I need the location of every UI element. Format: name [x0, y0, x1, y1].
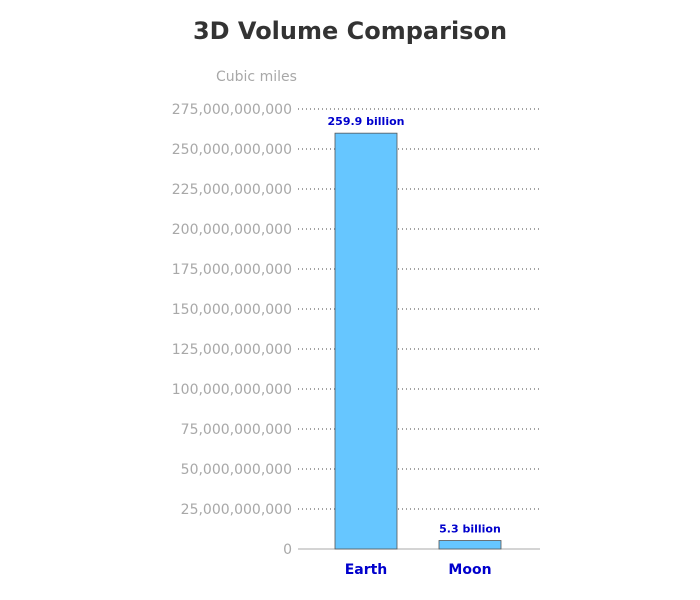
- y-tick-label: 0: [283, 542, 292, 558]
- y-tick-label: 75,000,000,000: [181, 422, 292, 438]
- y-tick-label: 25,000,000,000: [181, 502, 292, 518]
- y-tick-label: 175,000,000,000: [172, 262, 292, 278]
- y-tick-label: 100,000,000,000: [172, 382, 292, 398]
- bars: [334, 132, 502, 550]
- category-label-earth: Earth: [345, 562, 388, 578]
- y-tick-label: 150,000,000,000: [172, 302, 292, 318]
- y-tick-label: 125,000,000,000: [172, 342, 292, 358]
- y-tick-label: 250,000,000,000: [172, 142, 292, 158]
- data-label-earth: 259.9 billion: [328, 115, 405, 128]
- x-axis-categories: Earth Moon: [345, 562, 492, 578]
- data-labels: 259.9 billion 5.3 billion: [328, 115, 501, 535]
- y-tick-label: 225,000,000,000: [172, 182, 292, 198]
- gridlines: [298, 108, 540, 550]
- y-axis-label: Cubic miles: [216, 69, 297, 85]
- bar-earth: [334, 132, 398, 550]
- chart-title: 3D Volume Comparison: [193, 17, 507, 45]
- y-tick-label: 50,000,000,000: [181, 462, 292, 478]
- category-label-moon: Moon: [448, 562, 491, 578]
- y-tick-label: 275,000,000,000: [172, 102, 292, 118]
- data-label-moon: 5.3 billion: [439, 523, 501, 536]
- y-tick-label: 200,000,000,000: [172, 222, 292, 238]
- y-axis-ticks: 0 25,000,000,000 50,000,000,000 75,000,000,…: [172, 102, 292, 558]
- bar-moon: [438, 540, 502, 550]
